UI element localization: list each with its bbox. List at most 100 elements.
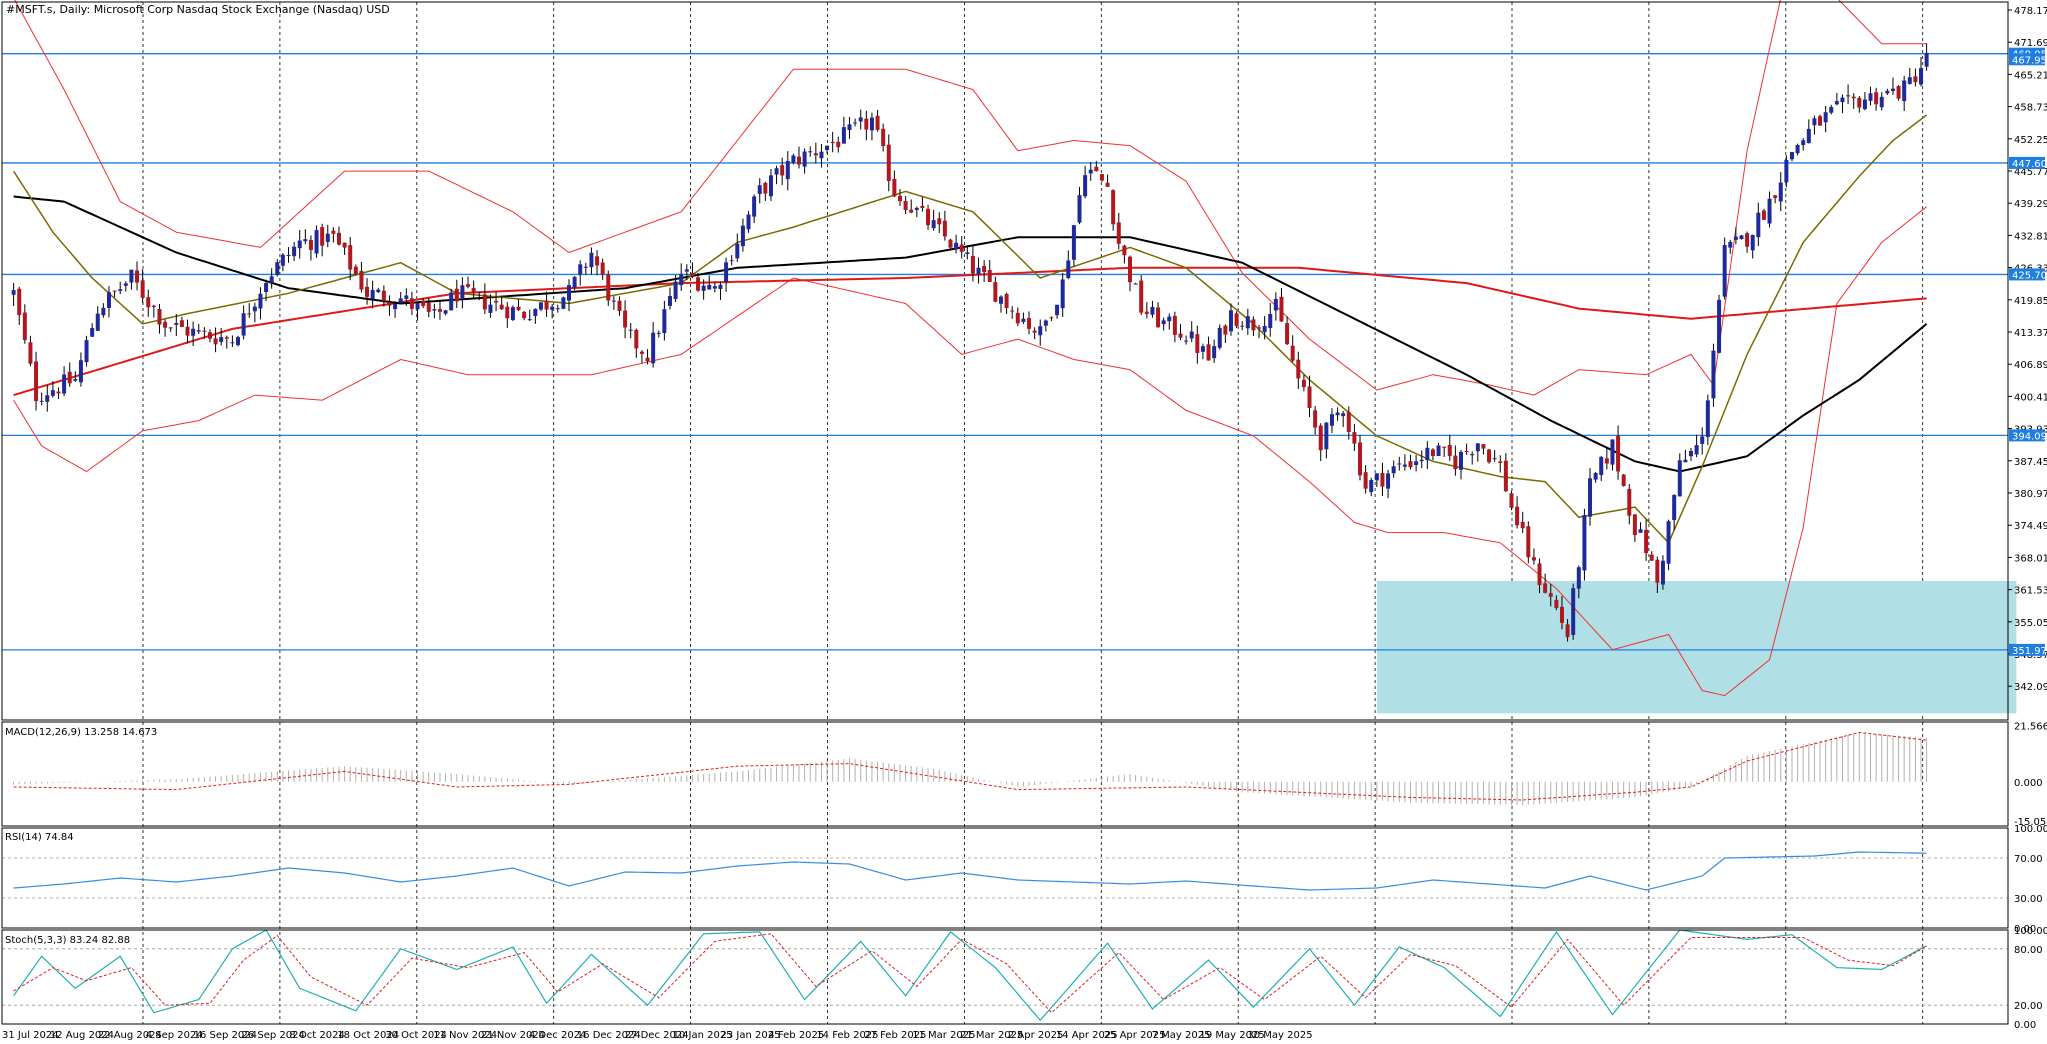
- candle-body: [146, 297, 151, 308]
- y-tick-label: 439.29: [2014, 199, 2047, 210]
- candle-body: [533, 308, 538, 316]
- candle-body: [1559, 606, 1564, 623]
- candle-body: [477, 291, 482, 293]
- candle-body: [639, 351, 644, 354]
- candle-body: [62, 374, 67, 394]
- candle-body: [1071, 225, 1076, 260]
- candle-body: [308, 239, 313, 250]
- candle-body: [1369, 480, 1374, 493]
- candle-body: [1599, 456, 1604, 476]
- panel-frames: [1, 1, 2009, 1025]
- candle-body: [1795, 144, 1800, 154]
- y-tick-label: 21.566: [2014, 722, 2047, 733]
- candle-body: [1728, 241, 1733, 248]
- candle-body: [1739, 235, 1744, 239]
- candle-body: [421, 300, 426, 306]
- candle-body: [707, 284, 712, 290]
- candle-body: [95, 313, 100, 331]
- candle-body: [1290, 345, 1295, 361]
- x-tick-label: 27 Dec 2024: [625, 1030, 689, 1041]
- candle-body: [252, 306, 257, 312]
- candle-body: [634, 329, 639, 349]
- candle-body: [1285, 323, 1290, 345]
- candle-body: [505, 306, 510, 319]
- candle-body: [780, 165, 785, 176]
- candle-body: [1324, 422, 1329, 450]
- candle-body: [875, 115, 880, 130]
- candle-body: [712, 286, 717, 289]
- candle-body: [1862, 99, 1867, 110]
- candle-body: [1745, 233, 1750, 247]
- candle-body: [589, 252, 594, 268]
- price-tag: 425.70: [2009, 268, 2047, 281]
- candle-body: [1767, 198, 1772, 224]
- candle-body: [191, 328, 196, 336]
- candle-body: [224, 337, 229, 339]
- candle-body: [482, 294, 487, 310]
- candle-body: [567, 285, 571, 301]
- candle-body: [746, 214, 751, 230]
- candle-body: [1049, 317, 1054, 319]
- candle-body: [847, 124, 852, 131]
- price-tag: 467.95: [2009, 53, 2047, 66]
- candle-body: [1907, 77, 1912, 84]
- candle-body: [269, 276, 274, 283]
- candle-body: [920, 205, 925, 208]
- x-tick-label: 21 Mar 2025: [960, 1030, 1023, 1041]
- candle-body: [550, 306, 555, 310]
- y-tick-label: 100.00: [2014, 824, 2047, 835]
- candle-body: [247, 313, 252, 315]
- y-tick-label: 380.97: [2014, 489, 2047, 500]
- candle-body: [1156, 307, 1161, 328]
- candle-body: [987, 270, 992, 282]
- candle-body: [1228, 310, 1233, 332]
- candle-body: [600, 262, 605, 275]
- candle-body: [1167, 316, 1172, 322]
- y-tick-label: 0.00: [2014, 1020, 2036, 1031]
- candle-body: [1913, 76, 1918, 83]
- y-tick-label: 471.69: [2014, 38, 2047, 49]
- stoch-main-line: [13, 929, 1927, 1022]
- y-tick-label: 465.21: [2014, 70, 2047, 81]
- candle-body: [426, 302, 431, 312]
- candle-body: [67, 371, 72, 384]
- candle-body: [1206, 344, 1211, 361]
- candle-body: [1806, 128, 1811, 144]
- candle-body: [830, 141, 835, 144]
- candle-body: [179, 320, 184, 328]
- candle-body: [1464, 451, 1469, 453]
- candle-body: [937, 218, 942, 225]
- candle-body: [1705, 400, 1710, 438]
- candle-body: [1083, 175, 1088, 197]
- y-tick-label: 100.00: [2014, 926, 2047, 937]
- svg-text:425.70: 425.70: [2012, 270, 2047, 281]
- candle-body: [651, 332, 656, 364]
- candle-body: [230, 342, 235, 344]
- y-tick-label: 458.73: [2014, 103, 2047, 114]
- x-tick-label: 16 Sep 2024: [194, 1030, 257, 1041]
- candle-body: [286, 254, 291, 256]
- x-tick-label: 12 Aug 2024: [50, 1030, 114, 1041]
- candle-body: [1649, 554, 1654, 561]
- candle-body: [78, 360, 83, 383]
- candle-body: [1010, 310, 1015, 312]
- candle-body: [471, 287, 476, 293]
- x-tick-label: 22 Aug 2024: [98, 1030, 162, 1041]
- candle-body: [112, 290, 117, 292]
- candle-body: [881, 128, 886, 146]
- candle-body: [1834, 101, 1839, 105]
- macd-signal-line: [13, 731, 1927, 801]
- candle-body: [1099, 174, 1104, 181]
- candle-body: [1111, 190, 1116, 225]
- candle-body: [1487, 449, 1492, 463]
- candle-body: [365, 286, 370, 297]
- candle-body: [1481, 444, 1486, 449]
- candle-body: [1329, 414, 1334, 426]
- candle-body: [303, 239, 308, 242]
- y-tick-label: 445.77: [2014, 167, 2047, 178]
- bollinger-upper: [14, 0, 1927, 396]
- candle-body: [1307, 386, 1312, 408]
- candle-body: [1475, 443, 1480, 452]
- candle-body: [1874, 92, 1879, 105]
- candle-body: [185, 326, 190, 336]
